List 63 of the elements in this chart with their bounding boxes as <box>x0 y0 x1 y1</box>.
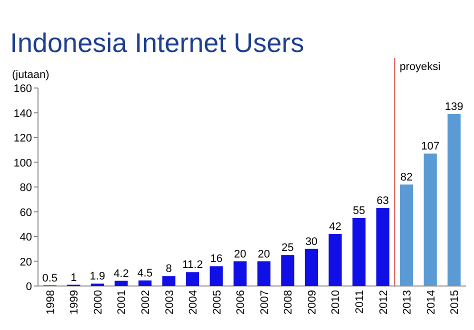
bar <box>114 280 128 286</box>
y-tick-label: 40 <box>20 232 32 244</box>
bar <box>328 234 342 286</box>
x-tick-label: 2008 <box>282 290 295 314</box>
y-tick-label: 20 <box>20 256 32 268</box>
bar <box>210 266 223 286</box>
y-tick-label: 120 <box>14 132 32 144</box>
data-label: 30 <box>305 236 318 248</box>
y-tick-label: 140 <box>14 108 32 120</box>
data-label: 1.9 <box>90 270 106 283</box>
bar <box>400 184 414 286</box>
bar <box>304 248 318 286</box>
data-label: 16 <box>210 253 222 266</box>
chart-title: Indonesia Internet Users <box>10 28 304 58</box>
x-tick-label: 2014 <box>425 290 438 314</box>
data-label: 139 <box>444 100 464 113</box>
x-tick-label: 2002 <box>140 290 152 314</box>
data-label: 25 <box>282 242 294 254</box>
bar <box>281 255 294 286</box>
y-tick-label: 80 <box>20 182 32 194</box>
bar <box>234 261 247 286</box>
x-tick-label: 2011 <box>354 290 366 314</box>
x-tick-label: 2013 <box>402 290 414 314</box>
data-label: 82 <box>400 172 413 184</box>
x-tick-label: 1998 <box>44 290 57 314</box>
data-label: 63 <box>376 195 389 208</box>
x-tick-label: 2010 <box>330 290 342 314</box>
bar <box>257 261 270 286</box>
x-tick-label: 2001 <box>116 290 128 314</box>
x-tick-label: 1999 <box>68 290 81 314</box>
x-tick-label: 2009 <box>306 290 318 314</box>
data-label: 8 <box>166 263 172 276</box>
x-tick-label: 2005 <box>211 290 224 314</box>
x-tick-label: 2000 <box>92 290 104 314</box>
x-tick-label: 2003 <box>164 290 176 314</box>
data-label: 4.5 <box>137 267 153 280</box>
data-label: 107 <box>421 140 440 153</box>
y-tick-label: 0 <box>26 281 32 293</box>
y-tick-label: 100 <box>14 157 32 170</box>
x-tick-label: 2004 <box>188 290 200 314</box>
data-label: 20 <box>234 248 246 260</box>
data-label: 11.2 <box>182 259 203 272</box>
y-tick-label: 160 <box>14 83 32 95</box>
data-label: 0.5 <box>42 272 58 284</box>
data-label: 55 <box>352 204 366 217</box>
bar <box>352 218 366 286</box>
bar <box>448 114 461 286</box>
bar <box>376 208 390 286</box>
x-tick-label: 2006 <box>235 290 248 314</box>
data-label: 42 <box>329 221 342 234</box>
data-label: 4.2 <box>114 268 129 280</box>
data-label: 20 <box>258 248 270 260</box>
x-tick-label: 2015 <box>449 290 462 314</box>
bar <box>138 280 152 286</box>
ref-line-label: proyeksi <box>400 61 441 73</box>
bar <box>162 276 176 286</box>
data-label: 1 <box>70 272 77 284</box>
x-tick-label: 2012 <box>378 290 390 314</box>
x-tick-label: 2007 <box>258 290 271 314</box>
y-axis-title: (jutaan) <box>12 69 50 81</box>
y-tick-label: 60 <box>20 206 32 219</box>
bar <box>424 154 437 286</box>
bar <box>186 272 200 286</box>
